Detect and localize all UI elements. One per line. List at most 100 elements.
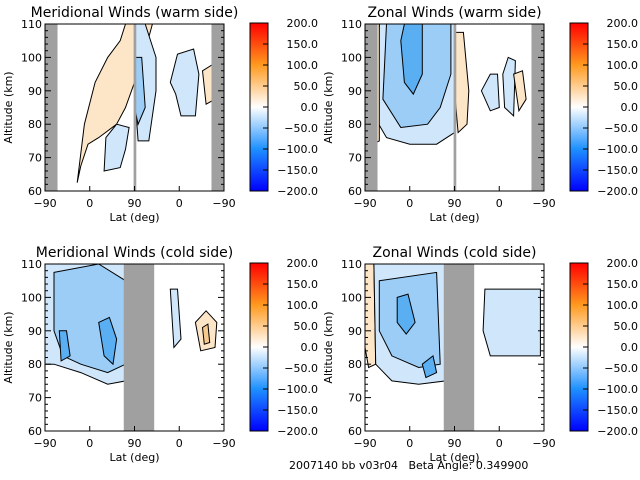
beta-angle-value: 0.349900 [475,459,529,472]
colorbar-tick-label: −150.0 [597,404,638,417]
y-tick-label: 70 [28,392,42,405]
colorbar-tick-label: 50.0 [294,80,319,93]
y-axis-label: Altitude (km) [322,71,335,143]
y-tick-label: 100 [341,51,362,64]
x-tick-label: −90 [532,197,555,210]
no-data-region [133,24,137,191]
footer-info: 2007140 bb v03r04 Beta Angle: 0.349900 [289,459,528,472]
panel-title: Zonal Winds (cold side) [373,245,537,261]
no-data-region [531,24,544,191]
contour-region [169,288,182,349]
panel-title: Meridional Winds (cold side) [36,245,234,261]
contour-region [513,70,527,113]
no-data-region [453,24,457,191]
colorbar-tick-label: −100.0 [277,383,318,396]
y-tick-label: 80 [348,358,362,371]
colorbar-tick-label: 150.0 [287,278,319,291]
y-tick-label: 110 [341,258,362,271]
y-tick-label: 90 [348,85,362,98]
colorbar-tick-label: −200.0 [277,425,318,438]
contour-region [396,293,416,335]
y-tick-label: 80 [28,358,42,371]
x-tick-label: −90 [532,437,555,450]
y-tick-label: 90 [28,325,42,338]
y-tick-label: 60 [348,185,362,198]
colorbar-tick-label: 50.0 [614,320,639,333]
y-tick-label: 70 [348,152,362,165]
x-tick-label: 0 [176,437,183,450]
x-tick-label: −90 [212,197,235,210]
colorbar-tick-label: −200.0 [277,185,318,198]
y-tick-label: 60 [348,425,362,438]
x-tick-label: −90 [353,437,376,450]
colorbar-tick-label: −100.0 [597,383,638,396]
x-tick-label: 0 [86,437,93,450]
no-data-region [443,264,475,431]
x-tick-label: 0 [406,197,413,210]
y-tick-label: 80 [348,118,362,131]
no-data-region [123,264,155,431]
x-tick-label: 90 [128,437,142,450]
colorbar-tick-label: 200.0 [287,17,319,30]
x-tick-label: 0 [176,197,183,210]
y-tick-label: 90 [28,85,42,98]
panel-title: Zonal Winds (warm side) [367,5,541,21]
colorbar-tick-label: 150.0 [287,38,319,51]
x-tick-label: −90 [33,437,56,450]
y-axis-label: Altitude (km) [2,311,15,383]
colorbar-tick-label: 100.0 [287,59,319,72]
colorbar-tick-label: −50.0 [604,122,638,135]
no-data-region [211,24,224,191]
x-tick-label: 0 [496,197,503,210]
contour-region [482,288,541,357]
y-tick-label: 100 [21,291,42,304]
colorbar-tick-label: −50.0 [284,362,318,375]
footer-label: 2007140 bb v03r04 [289,459,398,472]
colorbar-tick-label: 150.0 [607,38,639,51]
y-tick-label: 60 [28,425,42,438]
y-tick-label: 90 [348,325,362,338]
y-tick-label: 60 [28,185,42,198]
y-tick-label: 110 [21,258,42,271]
x-axis-label: Lat (deg) [430,211,480,224]
x-tick-label: 90 [448,197,462,210]
colorbar-tick-label: 50.0 [614,80,639,93]
y-tick-label: 80 [28,118,42,131]
contour-region [421,355,438,379]
x-tick-label: 90 [448,437,462,450]
x-tick-label: −90 [212,437,235,450]
y-tick-label: 70 [348,392,362,405]
contour-region [98,316,118,366]
colorbar-tick-label: −100.0 [597,143,638,156]
y-tick-label: 70 [28,152,42,165]
colorbar-tick-label: 200.0 [607,17,639,30]
y-tick-label: 110 [21,18,42,31]
x-tick-label: 0 [86,197,93,210]
y-axis-label: Altitude (km) [2,71,15,143]
colorbar-tick-label: 0.0 [621,341,639,354]
colorbar-tick-label: −50.0 [604,362,638,375]
contour-region [169,48,200,117]
colorbar-tick-label: 0.0 [301,341,319,354]
y-tick-label: 100 [341,291,362,304]
contour-region [201,323,211,345]
x-axis-label: Lat (deg) [110,451,160,464]
colorbar-tick-label: −50.0 [284,122,318,135]
x-tick-label: 0 [496,437,503,450]
colorbar-tick-label: 0.0 [621,101,639,114]
x-tick-label: 90 [128,197,142,210]
colorbar-tick-label: −200.0 [597,425,638,438]
colorbar-tick-label: −200.0 [597,185,638,198]
no-data-region [45,24,58,191]
x-axis-label: Lat (deg) [110,211,160,224]
colorbar-tick-label: 100.0 [607,299,639,312]
colorbar-tick-label: −150.0 [277,404,318,417]
y-tick-label: 100 [21,51,42,64]
x-axis-label: Lat (deg) [430,451,480,464]
panel-title: Meridional Winds (warm side) [31,5,239,21]
colorbar-tick-label: 0.0 [301,101,319,114]
